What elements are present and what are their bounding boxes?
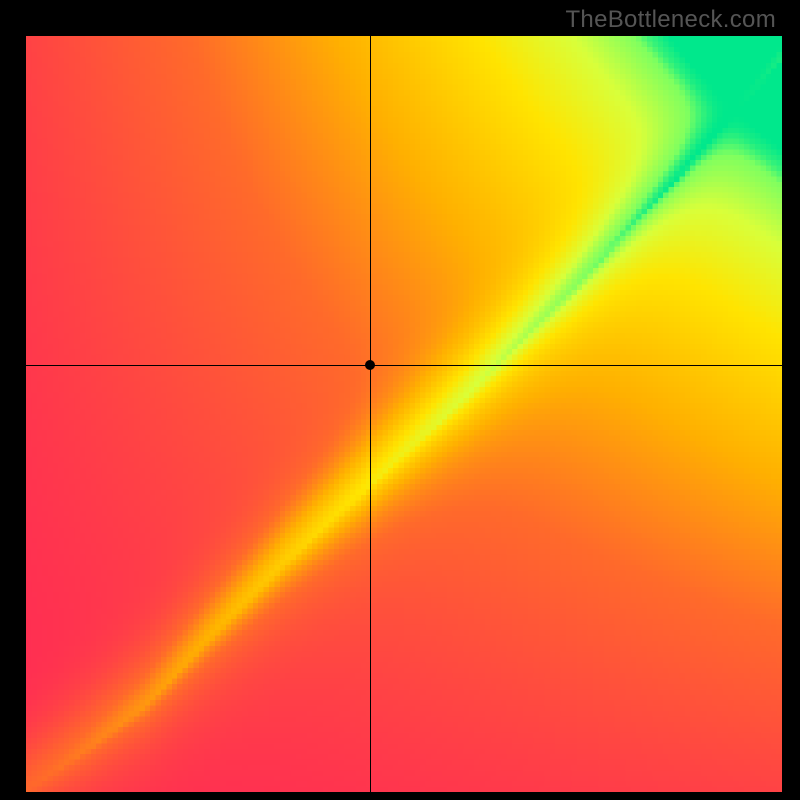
watermark-text: TheBottleneck.com: [565, 6, 776, 34]
heatmap-canvas: [26, 36, 782, 792]
crosshair-marker: [365, 360, 375, 370]
crosshair-vertical: [370, 36, 371, 792]
crosshair-horizontal: [26, 365, 782, 366]
chart-container: TheBottleneck.com: [0, 0, 800, 800]
